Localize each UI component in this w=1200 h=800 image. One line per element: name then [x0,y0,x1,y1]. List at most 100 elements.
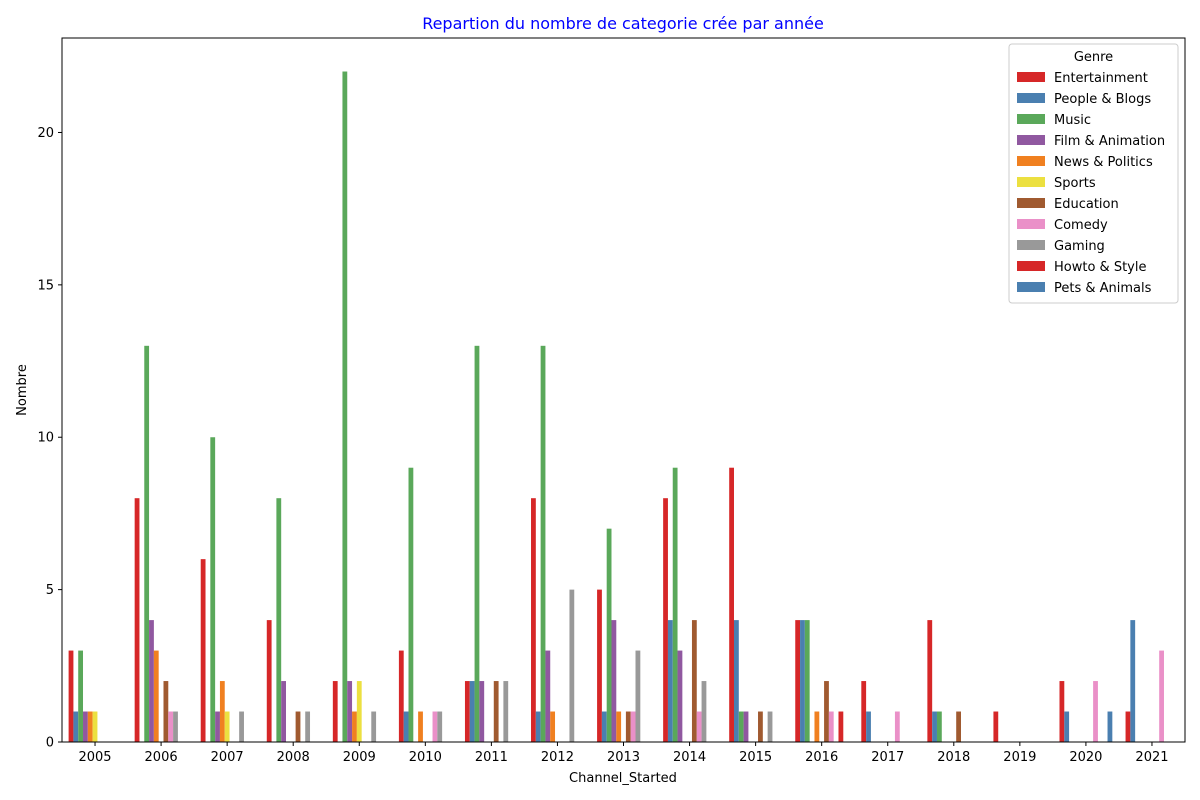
x-tick-label: 2013 [607,750,640,765]
legend-swatch [1017,198,1045,208]
bar-gaming-2015 [767,711,773,742]
chart-title: Repartion du nombre de categorie crée pa… [422,14,824,33]
legend-entry-film-animation: Film & Animation [1054,134,1165,149]
x-tick-label: 2014 [673,750,706,765]
legend-entry-music: Music [1054,113,1091,128]
bar-sports-2007 [224,711,230,742]
x-tick-label: 2017 [871,750,904,765]
legend-entry-comedy: Comedy [1054,218,1108,233]
bar-comedy-2014 [696,711,702,742]
x-tick-label: 2020 [1069,750,1102,765]
bar-entertainment-2009 [332,681,338,742]
x-tick-label: 2012 [541,750,574,765]
bar-film-animation-2014 [677,650,683,742]
bar-film-animation-2015 [743,711,749,742]
bar-entertainment-2018 [927,620,933,742]
x-tick-label: 2009 [343,750,376,765]
bar-pets-animals-2020 [1107,711,1113,742]
bar-comedy-2017 [894,711,900,742]
x-tick-label: 2010 [409,750,442,765]
bar-gaming-2008 [305,711,311,742]
legend-swatch [1017,240,1045,250]
x-tick-label: 2011 [475,750,508,765]
bar-news-politics-2005 [87,711,93,742]
bar-news-politics-2013 [616,711,622,742]
bar-entertainment-2010 [398,650,404,742]
bar-gaming-2010 [437,711,443,742]
axes-layer: 2005 2006 2007 2008 2009 2010 2011 2012 2013 2014… [37,37,1186,765]
legend-swatch [1017,156,1045,166]
bar-people-blogs-2015 [734,620,739,742]
y-tick-label: 20 [37,126,54,141]
x-tick-label: 2006 [145,750,178,765]
bar-entertainment-2014 [663,498,668,742]
bar-music-2009 [342,71,348,742]
bar-people-blogs-2020 [1064,711,1070,742]
bar-music-2010 [408,467,414,742]
bar-film-animation-2006 [149,620,154,742]
legend-entry-education: Education [1054,197,1119,212]
bar-entertainment-2011 [464,681,470,742]
x-axis-label: Channel_Started [569,771,677,786]
bar-people-blogs-2012 [535,711,541,742]
bar-gaming-2011 [503,681,509,742]
legend-swatch [1017,93,1045,103]
legend-swatch [1017,219,1045,229]
y-tick-label: 0 [46,736,54,751]
bar-music-2015 [738,711,744,742]
x-tick-label: 2019 [1003,750,1036,765]
legend-entry-entertainment: Entertainment [1054,71,1148,86]
bar-entertainment-2013 [597,589,602,742]
bar-news-politics-2006 [153,650,159,742]
bar-music-2018 [936,711,942,742]
y-tick-label: 15 [37,278,54,293]
bar-news-politics-2016 [814,711,820,742]
bar-comedy-2021 [1159,650,1164,742]
bar-people-blogs-2010 [403,711,409,742]
legend-box [1008,43,1179,304]
bar-entertainment-2016 [795,620,801,742]
bar-people-blogs-2005 [73,711,79,742]
bar-people-blogs-2021 [1130,620,1136,742]
bar-music-2012 [540,345,546,742]
bar-entertainment-2007 [200,559,206,742]
legend-entry-howto-style: Howto & Style [1054,260,1146,275]
x-tick-label: 2016 [805,750,838,765]
x-tick-label: 2005 [78,750,111,765]
x-tick-label: 2018 [937,750,970,765]
bar-news-politics-2009 [352,711,357,742]
bar-music-2008 [276,498,282,742]
bar-entertainment-2008 [266,620,272,742]
bar-gaming-2013 [635,650,641,742]
bar-film-animation-2011 [479,681,485,742]
legend-entry-people-blogs: People & Blogs [1054,92,1151,107]
bar-gaming-2012 [569,589,575,742]
bar-education-2015 [758,711,763,742]
y-tick-label: 10 [37,431,54,446]
bar-music-2014 [672,467,678,742]
bar-people-blogs-2018 [932,711,937,742]
bar-entertainment-2021 [1125,711,1131,742]
legend-title: Genre [1074,50,1113,65]
bar-education-2008 [295,711,301,742]
bars-layer [68,71,1164,742]
bar-music-2013 [606,528,612,742]
bar-education-2011 [493,681,499,742]
x-tick-label: 2007 [211,750,244,765]
legend: Genre Entertainment People & Blogs Music Fil… [1008,43,1179,304]
bar-music-2007 [210,437,216,742]
bar-education-2018 [956,711,961,742]
x-tick-label: 2015 [739,750,772,765]
bar-news-politics-2012 [550,711,556,742]
bar-education-2014 [691,620,697,742]
bar-film-animation-2012 [545,650,551,742]
legend-entry-pets-animals: Pets & Animals [1054,281,1152,296]
bar-education-2013 [625,711,631,742]
bar-sports-2009 [356,681,362,742]
legend-entry-news-politics: News & Politics [1054,155,1153,170]
legend-entry-gaming: Gaming [1054,239,1105,254]
bar-entertainment-2012 [531,498,536,742]
bar-howto-style-2016 [838,711,844,742]
y-axis-label: Nombre [15,364,30,416]
